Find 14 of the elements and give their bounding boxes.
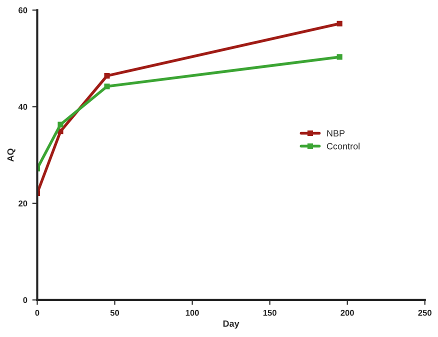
x-tick-label: 100 [186,310,199,316]
x-tick-label: 250 [418,310,432,316]
x-axis-title: Day [223,320,240,329]
x-tick-label: 150 [263,310,276,316]
y-axis-title: AQ [7,148,16,162]
y-tick-label: 20 [18,200,28,206]
x-tick-label: 50 [110,310,120,316]
legend-label: Ccontrol [326,142,360,150]
x-tick-label: 0 [35,310,40,316]
legend-label: NBP [327,130,345,136]
y-tick-label: 0 [23,297,28,304]
y-tick-label: 40 [18,104,28,110]
x-tick-label: 200 [340,310,354,316]
y-tick-label: 60 [18,7,28,14]
